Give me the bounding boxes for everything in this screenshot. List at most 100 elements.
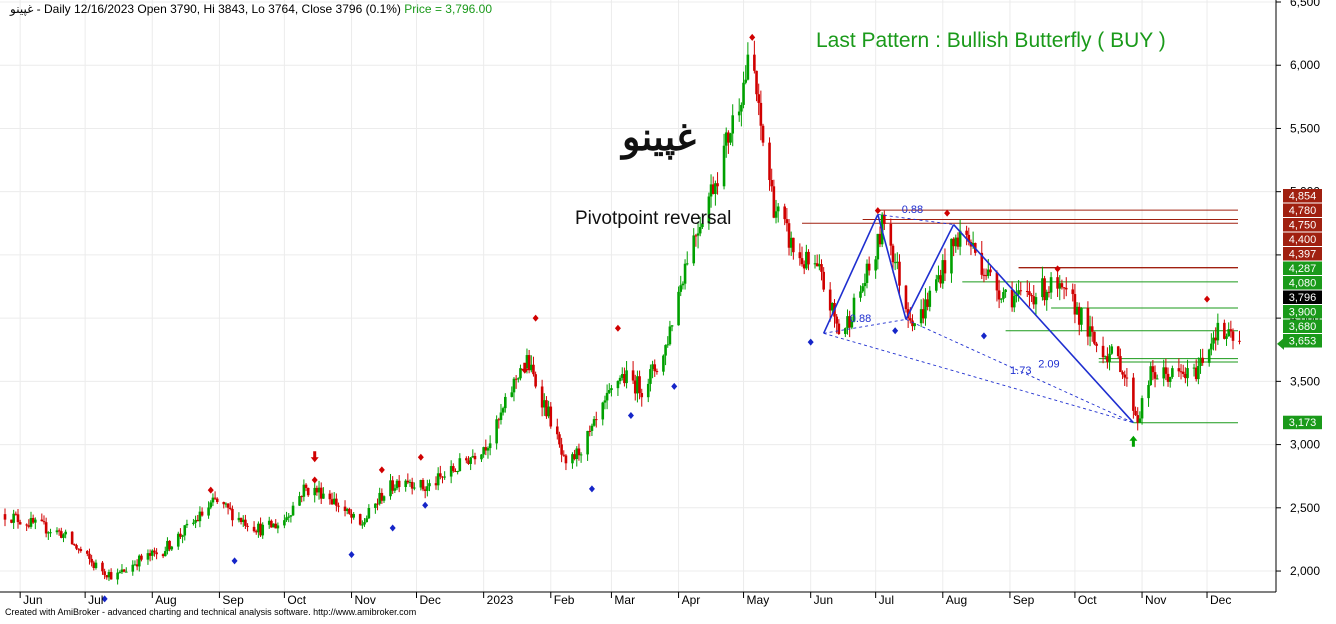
candle: [391, 476, 394, 494]
candle: [75, 543, 78, 551]
candle: [1106, 347, 1109, 369]
pattern-leg: [953, 224, 1134, 424]
candle: [161, 553, 165, 559]
pattern-ratio-label: 1.73: [1010, 365, 1031, 377]
candle: [844, 327, 847, 338]
x-tick-label: Dec: [1210, 593, 1231, 607]
candle: [1103, 355, 1107, 360]
candle: [785, 208, 789, 232]
pivot-low-marker: [389, 524, 396, 532]
x-tick-label: Jul: [879, 593, 894, 607]
candle: [499, 404, 503, 425]
level-tag: 4,780: [1283, 203, 1322, 217]
candle: [267, 516, 271, 529]
candle: [358, 513, 362, 526]
candle: [393, 484, 397, 494]
candle: [1166, 367, 1170, 387]
candle: [413, 482, 416, 491]
candle: [16, 509, 20, 529]
candle: [105, 574, 109, 580]
candle: [776, 203, 780, 223]
candle: [361, 520, 364, 529]
candle: [306, 487, 310, 497]
candle: [681, 281, 685, 290]
candle: [649, 364, 652, 392]
pattern-title: Last Pattern : Bullish Butterfly ( BUY ): [816, 29, 1166, 52]
x-tick-label: Jun: [814, 593, 833, 607]
candle: [558, 431, 561, 448]
candle: [805, 244, 808, 271]
candle: [1017, 279, 1020, 302]
candle: [192, 518, 195, 526]
candle: [562, 450, 566, 457]
candle: [527, 349, 531, 374]
candle: [1060, 279, 1064, 290]
candle: [1210, 333, 1213, 356]
candle: [1201, 348, 1204, 366]
candle: [317, 480, 321, 500]
candle: [452, 463, 455, 473]
candle: [18, 519, 22, 525]
svg-text:4,780: 4,780: [1289, 205, 1317, 217]
candle: [1125, 368, 1129, 387]
candle: [926, 292, 929, 311]
candle: [304, 483, 308, 492]
candle: [376, 498, 379, 511]
candle: [302, 479, 306, 502]
candle: [594, 411, 598, 428]
pivot-low-marker: [980, 332, 987, 340]
candle: [313, 482, 317, 503]
candle: [679, 275, 683, 297]
x-tick-label: Aug: [155, 593, 176, 607]
candle: [1062, 287, 1066, 300]
candle: [560, 437, 563, 463]
svg-text:4,400: 4,400: [1289, 234, 1317, 246]
candle: [577, 443, 581, 461]
y-tick-label: 5,500: [1290, 121, 1320, 135]
candle: [404, 479, 407, 492]
candle: [1181, 364, 1185, 378]
footer-credit: Created with AmiBroker - advanced charti…: [5, 607, 416, 617]
candle: [837, 319, 841, 335]
candle: [77, 548, 80, 554]
pivot-high-marker: [532, 314, 539, 322]
candle: [755, 70, 758, 102]
candle: [44, 517, 48, 538]
x-tick-label: Jul: [88, 593, 103, 607]
candle: [252, 521, 256, 533]
candle: [564, 454, 568, 471]
candle: [231, 505, 234, 527]
candle: [335, 493, 338, 512]
candle: [298, 491, 301, 506]
candle: [1101, 336, 1105, 364]
candle: [883, 210, 886, 230]
candle: [1077, 302, 1081, 336]
candle: [79, 546, 83, 553]
candle: [709, 174, 713, 208]
x-tick-label: Nov: [355, 593, 376, 607]
candle: [1075, 302, 1079, 315]
candle: [724, 127, 728, 158]
last-price-arrow: [1277, 337, 1284, 350]
x-axis: Jun Jul Aug Sep Oct Nov Dec 2023 Feb Mar Apr May Jun…: [19, 592, 1231, 607]
candle: [133, 560, 137, 566]
candle: [1064, 277, 1068, 297]
candle: [545, 396, 548, 419]
candle: [664, 344, 667, 366]
candle: [668, 320, 672, 346]
candle: [259, 517, 262, 537]
candle: [246, 523, 249, 532]
candle: [802, 260, 806, 275]
candle: [878, 226, 882, 248]
level-tag: 3,653: [1283, 334, 1322, 348]
candle: [73, 543, 76, 546]
candle: [952, 237, 955, 257]
candle: [473, 452, 477, 465]
x-tick-label: Oct: [287, 593, 306, 607]
candle: [800, 246, 804, 267]
pattern-ratio-label: 0.88: [902, 204, 923, 216]
candle: [465, 456, 468, 464]
support-resistance-levels: [802, 209, 1238, 424]
pivot-low-marker: [101, 595, 108, 603]
